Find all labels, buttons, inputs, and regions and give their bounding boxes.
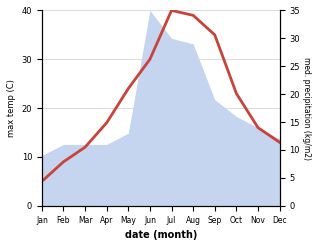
Y-axis label: max temp (C): max temp (C) [7, 79, 16, 137]
X-axis label: date (month): date (month) [125, 230, 197, 240]
Y-axis label: med. precipitation (kg/m2): med. precipitation (kg/m2) [302, 57, 311, 160]
